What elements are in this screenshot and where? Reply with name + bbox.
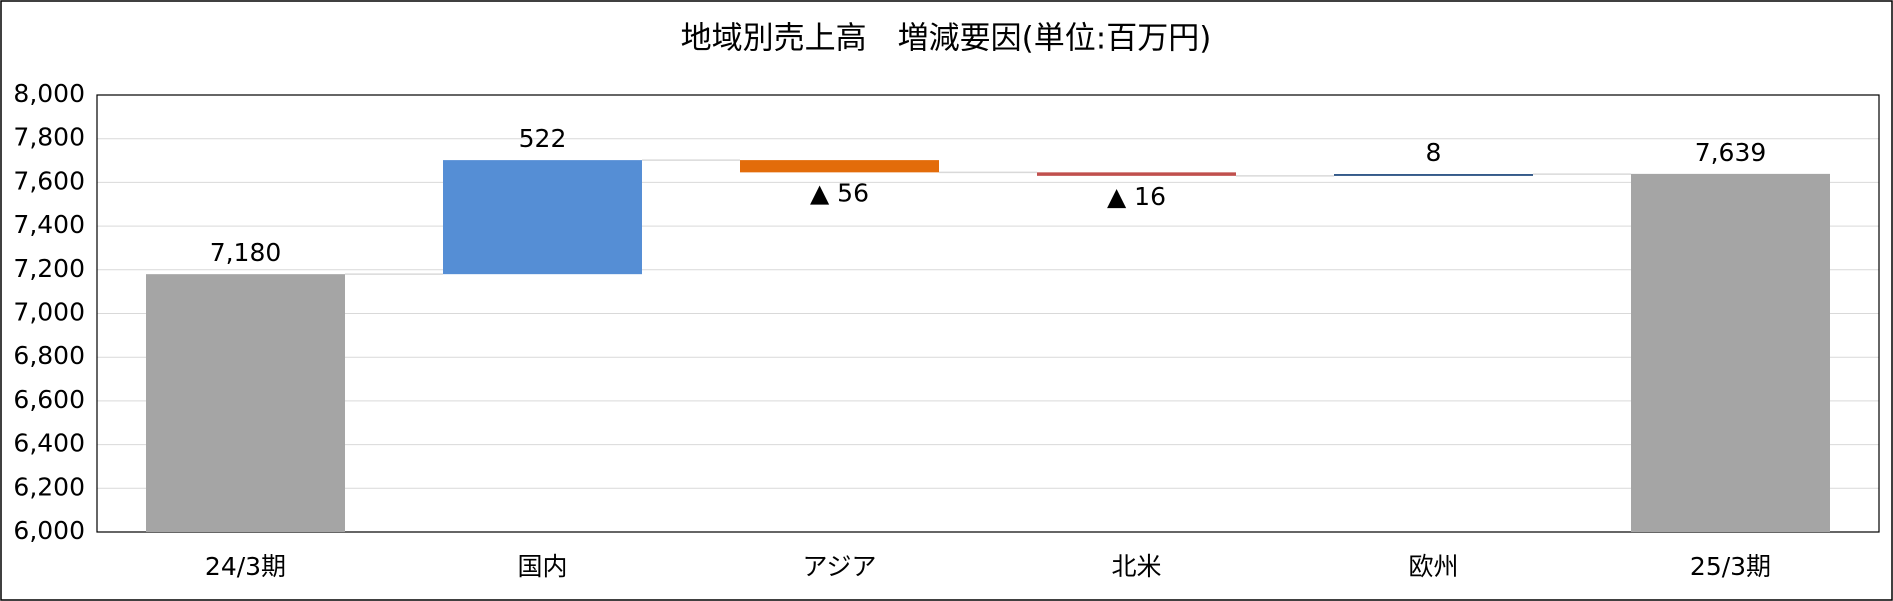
chart-title: 地域別売上高 増減要因(単位:百万円) — [681, 21, 1212, 57]
plot-border — [96, 94, 1880, 533]
y-tick-label: 6,400 — [13, 429, 85, 458]
x-tick-label: 北米 — [1111, 552, 1161, 581]
value-label: ▲ 56 — [810, 178, 869, 207]
x-tick-label: 国内 — [517, 552, 567, 581]
bar — [740, 160, 939, 173]
y-tick-label: 7,200 — [13, 254, 85, 283]
y-tick-label: 6,800 — [13, 341, 85, 370]
y-tick-label: 6,000 — [13, 516, 85, 545]
y-tick-label: 7,800 — [13, 123, 85, 152]
value-label: ▲ 16 — [1107, 182, 1166, 211]
bar — [1334, 174, 1533, 176]
y-tick-label: 6,200 — [13, 472, 85, 501]
bar — [1631, 173, 1830, 533]
value-label: 7,180 — [210, 238, 282, 267]
value-label: 8 — [1426, 138, 1442, 167]
y-tick-label: 6,600 — [13, 385, 85, 414]
y-tick-label: 8,000 — [13, 79, 85, 108]
y-tick-label: 7,000 — [13, 298, 85, 327]
bar — [146, 274, 345, 532]
value-label: 7,639 — [1695, 138, 1767, 167]
value-label: 522 — [519, 124, 567, 153]
x-tick-label: 24/3期 — [205, 552, 286, 581]
y-tick-label: 7,600 — [13, 166, 85, 195]
x-tick-label: アジア — [802, 552, 876, 581]
bar — [1037, 172, 1236, 176]
x-tick-label: 欧州 — [1408, 552, 1458, 581]
x-tick-label: 25/3期 — [1690, 552, 1771, 581]
bar — [443, 160, 642, 275]
y-tick-label: 7,400 — [13, 210, 85, 239]
